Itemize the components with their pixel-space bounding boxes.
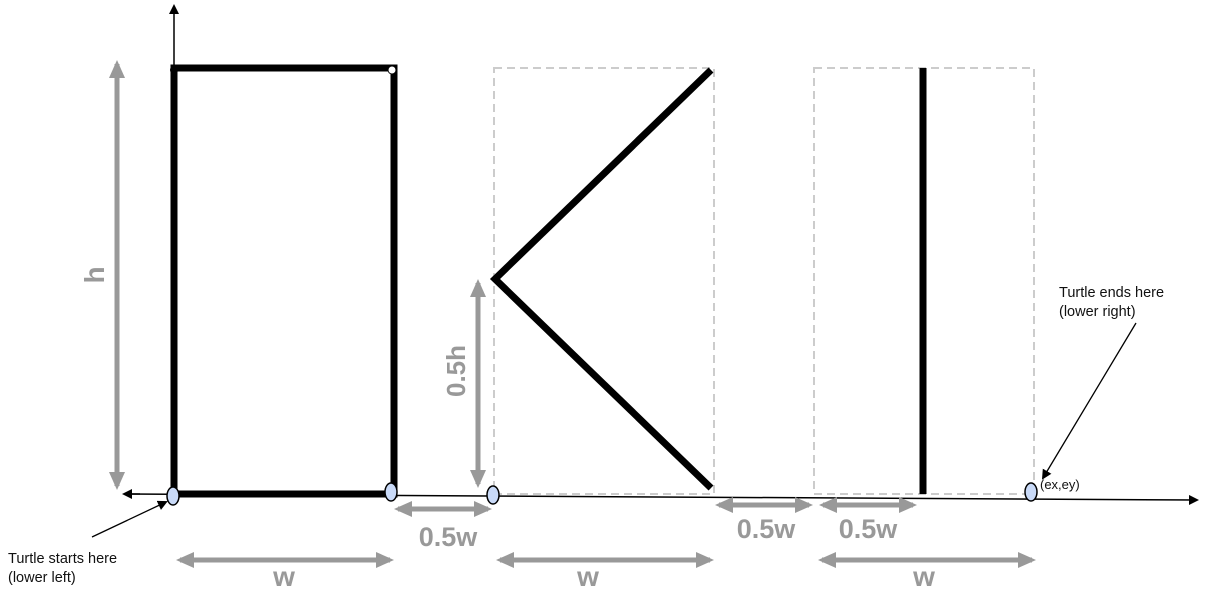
position-marker-2: [384, 482, 398, 502]
gap-label-3: 0.5w: [839, 514, 899, 544]
turtle-end-marker: [1024, 482, 1038, 502]
end-note-line1: Turtle ends here: [1059, 285, 1164, 301]
corner-dot-top-left: [170, 66, 178, 74]
bounding-box-2: [493, 67, 715, 495]
letter-angle-bracket: [489, 67, 714, 491]
start-pointer-arrow: [91, 500, 168, 538]
position-marker-3: [486, 485, 500, 505]
end-coordinates-label: (ex,ey): [1040, 477, 1080, 492]
start-note-line2: (lower left): [8, 570, 76, 586]
gap-label-1: 0.5w: [419, 522, 479, 552]
half-height-label: 0.5h: [441, 345, 471, 397]
height-label: h: [79, 266, 110, 283]
turtle-start-marker: [166, 486, 180, 506]
end-note-line2: (lower right): [1059, 304, 1136, 320]
letter-rectangle: [170, 64, 398, 498]
width-label-3: w: [912, 561, 935, 592]
start-note-line1: Turtle starts here: [8, 551, 117, 567]
width-label-2: w: [576, 561, 599, 592]
end-pointer-arrow: [1041, 322, 1137, 480]
gap-label-2: 0.5w: [737, 514, 797, 544]
width-label-1: w: [272, 561, 295, 592]
corner-dot-top-right: [387, 65, 397, 75]
